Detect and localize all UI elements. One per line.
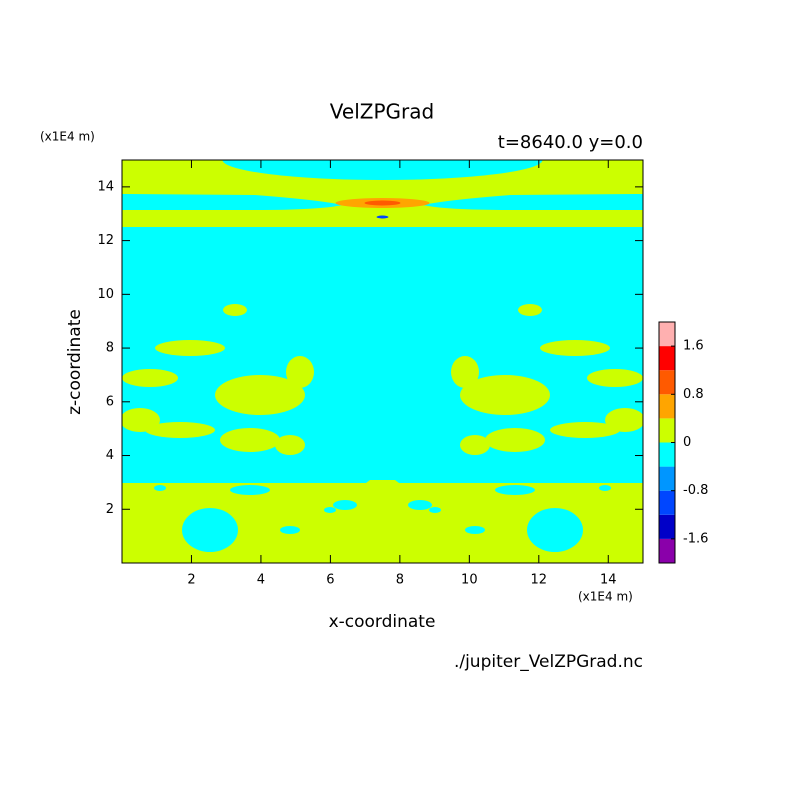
contour-region <box>527 508 583 552</box>
colorbar-bin <box>659 394 675 419</box>
contour-region <box>223 304 247 316</box>
colorbar-tick-label: 0 <box>683 435 691 450</box>
x-tick-label: 6 <box>326 573 334 588</box>
contour-region <box>485 428 545 452</box>
colorbar-bin <box>659 538 675 563</box>
x-tick-label: 4 <box>257 573 265 588</box>
y-tick-label: 2 <box>106 502 114 517</box>
x-tick-label: 14 <box>600 573 617 588</box>
contour-region <box>122 369 178 387</box>
x-unit: (x1E4 m) <box>578 590 633 604</box>
contour-region <box>376 215 389 219</box>
contour-region <box>408 500 432 510</box>
contour-region <box>324 507 336 513</box>
chart-subtitle: t=8640.0 y=0.0 <box>498 132 643 153</box>
colorbar-bin <box>659 346 675 371</box>
colorbar-bin <box>659 370 675 395</box>
x-tick-label: 8 <box>396 573 404 588</box>
contour-region <box>422 194 643 210</box>
colorbar-bin <box>659 418 675 443</box>
contour-region <box>587 369 643 387</box>
y-tick-label: 10 <box>97 287 114 302</box>
contour-region <box>518 304 542 316</box>
contour-region <box>222 160 543 180</box>
contour-region <box>429 507 441 513</box>
y-tick-label: 12 <box>97 233 114 248</box>
contour-region <box>364 200 401 206</box>
contour-region <box>495 485 535 495</box>
contour-region <box>451 356 479 388</box>
colorbar-tick-label: -0.8 <box>683 483 708 498</box>
y-unit: (x1E4 m) <box>40 130 95 144</box>
contour-region <box>599 485 611 491</box>
contour-region <box>333 500 357 510</box>
contour-region <box>182 508 238 552</box>
y-axis-label: z-coordinate <box>65 309 85 415</box>
x-tick-label: 2 <box>187 573 195 588</box>
colorbar-tick-label: 0.8 <box>683 387 704 402</box>
x-tick-label: 12 <box>531 573 548 588</box>
chart-title: VelZPGrad <box>330 100 434 124</box>
contour-region <box>215 375 305 415</box>
colorbar-bin <box>659 490 675 515</box>
y-tick-label: 8 <box>106 341 114 356</box>
y-tick-label: 4 <box>106 448 114 463</box>
y-tick-label: 14 <box>97 179 114 194</box>
contour-region <box>280 526 300 534</box>
colorbar-bin <box>659 322 675 347</box>
contour-region <box>220 428 280 452</box>
contour-region <box>230 485 270 495</box>
plot-frame <box>121 159 644 564</box>
x-tick-label: 10 <box>461 573 478 588</box>
contour-region <box>122 483 643 513</box>
colorbar-tick-label: -1.6 <box>683 531 708 546</box>
contour-region <box>275 435 305 455</box>
colorbar-bin <box>659 514 675 539</box>
colorbar-bin <box>659 442 675 467</box>
x-axis-label: x-coordinate <box>329 612 436 632</box>
contour-region <box>465 526 485 534</box>
contour-region <box>460 435 490 455</box>
contour-region <box>155 340 225 356</box>
source-label: ./jupiter_VelZPGrad.nc <box>454 652 643 672</box>
y-tick-label: 6 <box>106 394 114 409</box>
contour-region <box>154 485 166 491</box>
colorbar-bin <box>659 466 675 491</box>
contour-region <box>286 356 314 388</box>
contour-region <box>550 422 620 438</box>
contour-field <box>122 160 643 563</box>
colorbar-tick-label: 1.6 <box>683 339 704 354</box>
contour-region <box>540 340 610 356</box>
contour-region <box>122 194 343 210</box>
contour-region <box>460 375 550 415</box>
contour-region <box>145 422 215 438</box>
